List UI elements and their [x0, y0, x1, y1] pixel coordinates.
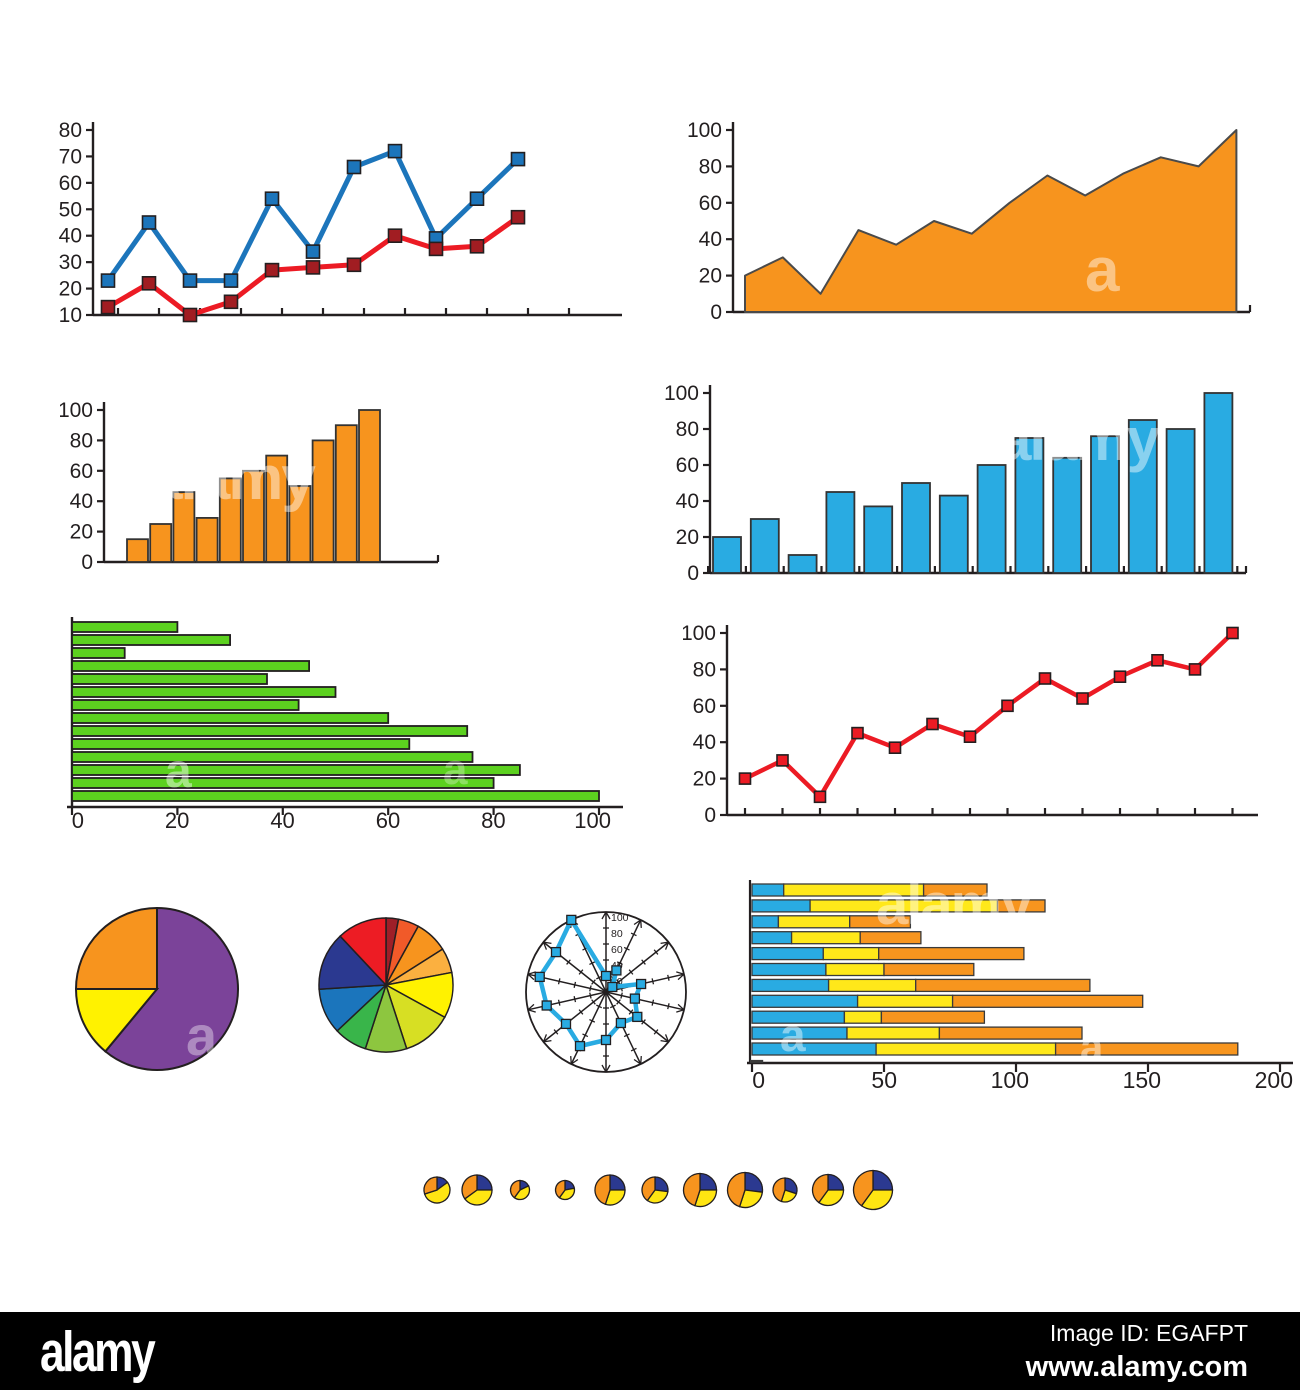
svg-text:100: 100	[991, 1067, 1029, 1091]
svg-text:20: 20	[693, 768, 716, 791]
svg-text:0: 0	[752, 1067, 765, 1091]
svg-text:10: 10	[59, 304, 82, 327]
svg-text:60: 60	[676, 454, 699, 477]
svg-text:40: 40	[270, 808, 294, 830]
dual-series-line-chart: 10 20 30 40 50 60 70 80	[55, 118, 630, 328]
red-line-chart: 0 20 40 60 80 100	[681, 618, 1260, 833]
svg-text:100: 100	[611, 912, 629, 924]
svg-text:40: 40	[70, 490, 93, 513]
footer-meta: Image ID: EGAFPT www.alamy.com	[1026, 1320, 1248, 1384]
svg-text:20: 20	[59, 278, 82, 301]
svg-text:60: 60	[376, 808, 400, 830]
svg-text:20: 20	[676, 526, 699, 549]
svg-text:150: 150	[1123, 1067, 1161, 1091]
rainbow-pie-chart	[316, 915, 456, 1055]
svg-text:60: 60	[693, 695, 716, 718]
svg-text:40: 40	[693, 731, 716, 754]
svg-text:20: 20	[165, 808, 189, 830]
svg-text:0: 0	[704, 804, 716, 827]
svg-text:80: 80	[693, 658, 716, 681]
svg-text:40: 40	[676, 490, 699, 513]
svg-text:200: 200	[1255, 1067, 1293, 1091]
blue-bar-chart: 0 20 40 60 80 100	[658, 378, 1260, 585]
svg-text:0: 0	[710, 301, 722, 322]
image-id-text: Image ID: EGAFPT	[1049, 1320, 1248, 1346]
svg-text:80: 80	[676, 418, 699, 441]
purple-pie-chart	[72, 904, 242, 1074]
alamy-footer-bar: alamy Image ID: EGAFPT www.alamy.com	[0, 1312, 1300, 1390]
svg-text:0: 0	[687, 562, 699, 583]
svg-text:0: 0	[72, 808, 84, 830]
svg-text:50: 50	[59, 198, 82, 221]
alamy-url-text: www.alamy.com	[1025, 1351, 1248, 1383]
svg-text:60: 60	[70, 460, 93, 483]
svg-text:40: 40	[699, 228, 722, 251]
radar-chart: 10080604020	[521, 907, 691, 1077]
stacked-horizontal-bar-chart: 0 50 100 150 200	[745, 876, 1300, 1093]
svg-text:60: 60	[699, 192, 722, 215]
svg-text:80: 80	[611, 928, 623, 940]
svg-text:20: 20	[699, 265, 722, 288]
svg-text:80: 80	[70, 429, 93, 452]
green-horizontal-bar-chart: 0 20 40 60 80 100	[55, 615, 630, 833]
svg-text:80: 80	[699, 155, 722, 178]
orange-bar-chart: 0 20 40 60 80 100	[58, 390, 445, 580]
svg-text:80: 80	[481, 808, 505, 830]
svg-text:30: 30	[59, 251, 82, 274]
svg-text:80: 80	[59, 119, 82, 142]
svg-text:60: 60	[59, 172, 82, 195]
svg-text:100: 100	[664, 382, 699, 405]
svg-text:0: 0	[81, 551, 93, 574]
svg-text:100: 100	[60, 399, 93, 422]
svg-text:60: 60	[611, 944, 623, 956]
svg-text:50: 50	[871, 1067, 897, 1091]
mini-pie-charts-row	[415, 1164, 905, 1216]
orange-area-chart: 0 20 40 60 80 100	[687, 112, 1258, 324]
svg-text:70: 70	[59, 145, 82, 168]
svg-text:100: 100	[688, 119, 722, 142]
svg-text:20: 20	[70, 521, 93, 544]
svg-text:100: 100	[574, 808, 611, 830]
svg-text:40: 40	[59, 225, 82, 248]
svg-text:100: 100	[683, 622, 716, 645]
alamy-logo: alamy	[40, 1320, 156, 1384]
